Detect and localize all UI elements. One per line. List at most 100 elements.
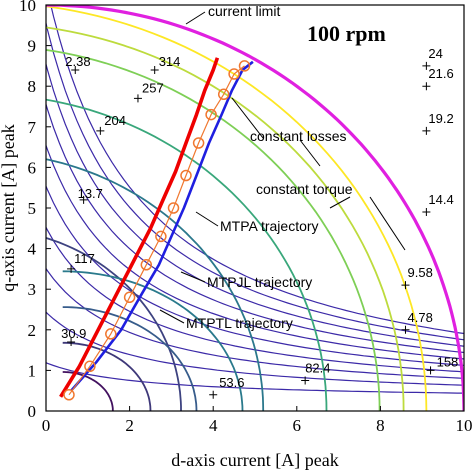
mtptl-marker [123,291,136,304]
svg-text:53.6: 53.6 [219,375,244,390]
y-tick-label: 1 [28,361,37,380]
contour-labels: 2.38 13.7 30.9 53.6 82.4 117 158 204 257 314 4.78 9… [61,46,458,399]
leader-losses-b [299,139,321,167]
mtptl-marker [105,328,117,340]
constant-torque-label: constant torque [256,181,353,197]
torque-value-label: 13.7 [78,186,103,204]
mtptl-marker [180,169,192,182]
constant-losses-label: constant losses [250,128,347,144]
x-tick-label: 0 [42,416,51,435]
torque-value-label: 314 [150,54,181,74]
mtpjl-trajectory-line [59,57,220,398]
loss-value-label: 4.78 [401,310,433,334]
y-tick-label: 5 [28,199,37,218]
leader-torque-a [329,196,351,209]
svg-text:204: 204 [104,113,126,128]
mtpa-label: MTPA trajectory [220,218,319,234]
svg-text:82.4: 82.4 [305,361,330,376]
current-limit-label: current limit [208,3,280,19]
y-tick-label: 8 [28,77,37,96]
torque-value-label: 117 [67,251,95,273]
svg-text:2.38: 2.38 [65,54,90,69]
svg-text:14.4: 14.4 [428,192,453,207]
torque-value-label: 30.9 [61,326,86,346]
loss-value-label: 21.6 [422,66,454,91]
mtpjl-label: MTPJL trajectory [207,274,312,290]
trajectories [59,57,254,401]
y-tick-label: 3 [28,280,37,299]
loss-contour [46,48,381,411]
svg-text:158: 158 [437,354,459,369]
loss-value-label: 14.4 [422,192,454,217]
loss-contour-inner [62,306,198,411]
torque-value-label: 204 [96,113,126,135]
svg-text:30.9: 30.9 [61,326,86,341]
current-limit-circle [46,5,464,411]
chart-title: 100 rpm [307,21,386,46]
x-tick-label: 2 [125,416,134,435]
x-tick-label: 4 [209,416,218,435]
x-tick-label: 8 [376,416,385,435]
loss-contour-inner [62,341,152,411]
annotation-leaders [159,11,406,324]
x-axis-label: d-axis current [A] peak [171,450,338,470]
leader-mtpa [195,211,219,227]
torque-value-label: 82.4 [301,361,331,385]
torque-contour [50,5,464,335]
torque-contour [46,267,464,379]
mtptl-marker [155,230,167,243]
loss-contour [46,5,428,411]
svg-text:9.58: 9.58 [408,265,433,280]
mtptl-trajectory-line [68,65,245,396]
mtptl-marker [167,202,180,214]
loss-contour [46,98,328,411]
mtptl-marker [238,60,251,72]
loss-value-label: 9.58 [401,265,433,290]
x-tick-label: 6 [293,416,302,435]
mtptl-marker [205,108,217,121]
svg-text:314: 314 [159,54,181,69]
svg-text:4.78: 4.78 [408,310,433,325]
mtptl-marker [84,360,96,373]
leader-torque-b [369,196,406,251]
torque-contour [46,102,464,354]
mtptl-marker [63,389,75,401]
torque-value-label: 158 [426,354,459,375]
mtptl-marker [140,259,153,271]
svg-text:13.7: 13.7 [78,186,103,201]
leader-mtptl [159,309,185,324]
svg-text:24: 24 [428,46,442,61]
leader-current-limit [185,11,206,25]
svg-text:21.6: 21.6 [428,66,453,81]
mtptl-marker [192,137,205,149]
y-tick-label: 6 [28,158,37,177]
x-tick-label: 10 [456,416,473,435]
y-tick-label: 4 [28,240,37,259]
torque-value-label: 257 [133,80,164,103]
y-axis-label: q-axis current [A] peak [0,124,18,291]
leader-losses-a [231,97,264,139]
loss-contour [46,158,265,411]
loss-value-label: 19.2 [422,111,454,135]
loss-contour-inner [62,270,244,411]
torque-contour [46,225,464,373]
torque-value-label: 2.38 [65,54,91,74]
loss-value-label: 24 [422,46,443,70]
y-tick-label: 9 [28,37,37,56]
svg-text:117: 117 [74,251,95,266]
svg-text:19.2: 19.2 [428,111,453,126]
mtptl-marker [228,68,240,80]
y-tick-label: 10 [19,0,36,15]
mtptl-marker [217,88,230,101]
y-tick-label: 0 [28,402,37,421]
y-tick-label: 2 [28,321,37,340]
loss-contour [46,26,405,411]
mtpa-trajectory-line [70,60,254,392]
mtptl-label: MTPTL trajectory [186,315,293,331]
leader-mtpjl [180,271,206,283]
torque-value-label: 53.6 [209,375,245,399]
svg-text:257: 257 [142,80,164,95]
torque-contour [46,61,464,347]
